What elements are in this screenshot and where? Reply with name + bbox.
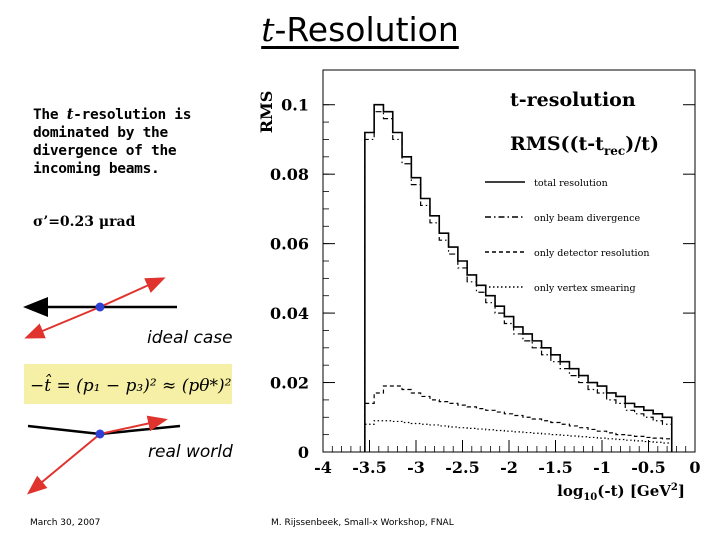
- y-tick-label: 0.08: [270, 165, 309, 184]
- footer-date: March 30, 2007: [30, 518, 101, 528]
- ideal-case-label: ideal case: [147, 328, 233, 348]
- resolution-chart: 0 0.02 0.04 0.06 0.08 0.1 -4 -3.5 -3 -2.5 -2 -1.5 -1…: [257, 64, 720, 504]
- intro-part-b: -resolution is dominated by the divergen…: [33, 107, 192, 177]
- legend-formula: RMS((t-trec)/t): [510, 133, 659, 158]
- vertex-dot: [95, 302, 105, 312]
- x-tick-label: -2.5: [445, 458, 479, 477]
- real-world-label: real world: [148, 442, 233, 462]
- legend-title: t-resolution: [510, 89, 636, 111]
- x-tick-label: -4: [314, 458, 332, 477]
- x-tick-label: 0: [689, 458, 700, 477]
- intro-text: The t-resolution is dominated by the div…: [33, 106, 248, 178]
- series-only-vertex-smearing: [364, 420, 673, 452]
- x-tick-label: -0.5: [631, 458, 665, 477]
- plot-area: 0 0.02 0.04 0.06 0.08 0.1 -4 -3.5 -3 -2.5 -2 -1.5 -1…: [270, 69, 701, 477]
- sigma-value: σ’=0.23 μrad: [33, 214, 136, 230]
- intro-part-a: The: [33, 107, 67, 123]
- vertex-dot-real: [95, 429, 105, 439]
- series-only-beam-divergence: [364, 111, 673, 452]
- x-tick-label: -1: [593, 458, 611, 477]
- y-tick-label: 0.02: [270, 374, 309, 393]
- scattered-proton-2-real: [26, 433, 101, 495]
- series-total-resolution: [364, 103, 673, 452]
- ideal-case-diagram: [23, 277, 177, 339]
- title-variable: t: [261, 10, 275, 49]
- y-tick-label: 0.04: [270, 304, 309, 323]
- scattered-proton-1-real: [99, 415, 168, 435]
- y-axis-label: RMS: [257, 91, 276, 134]
- x-tick-label: -1.5: [538, 458, 572, 477]
- x-tick-label: -2: [500, 458, 518, 477]
- series-only-detector-resolution: [364, 385, 673, 452]
- x-axis-label: log10(-t) [GeV2]: [557, 482, 685, 503]
- legend: total resolution only beam divergence only…: [485, 178, 649, 294]
- legend-entry: total resolution: [534, 178, 608, 189]
- formula-text: −t̂ = (p₁ − p₃)² ≈ (pθ*)²: [30, 374, 232, 396]
- slide-title: t-Resolution: [0, 10, 720, 49]
- legend-entry: only vertex smearing: [534, 283, 636, 294]
- y-tick-label: 0: [298, 443, 309, 462]
- footer-author: M. Rijssenbeek, Small-x Workshop, FNAL: [271, 518, 454, 528]
- incoming-beam-left-tilted: [27, 424, 101, 436]
- real-world-diagram: [26, 415, 181, 495]
- legend-entry: only detector resolution: [534, 248, 649, 259]
- formula-graphic: −t̂ = (p₁ − p₃)² ≈ (pθ*)²: [30, 374, 232, 396]
- legend-entry: only beam divergence: [534, 213, 640, 224]
- y-tick-label: 0.06: [270, 235, 309, 254]
- title-text: -Resolution: [274, 10, 459, 49]
- scattered-proton-2: [24, 306, 101, 339]
- y-tick-label: 0.1: [281, 96, 309, 115]
- formula-box: −t̂ = (p₁ − p₃)² ≈ (pθ*)²: [24, 364, 232, 404]
- x-tick-label: -3.5: [352, 458, 386, 477]
- x-tick-label: -3: [407, 458, 425, 477]
- scattered-proton-1: [99, 277, 166, 308]
- incoming-beam-right-tilted: [99, 424, 181, 436]
- intro-variable: t: [66, 106, 74, 123]
